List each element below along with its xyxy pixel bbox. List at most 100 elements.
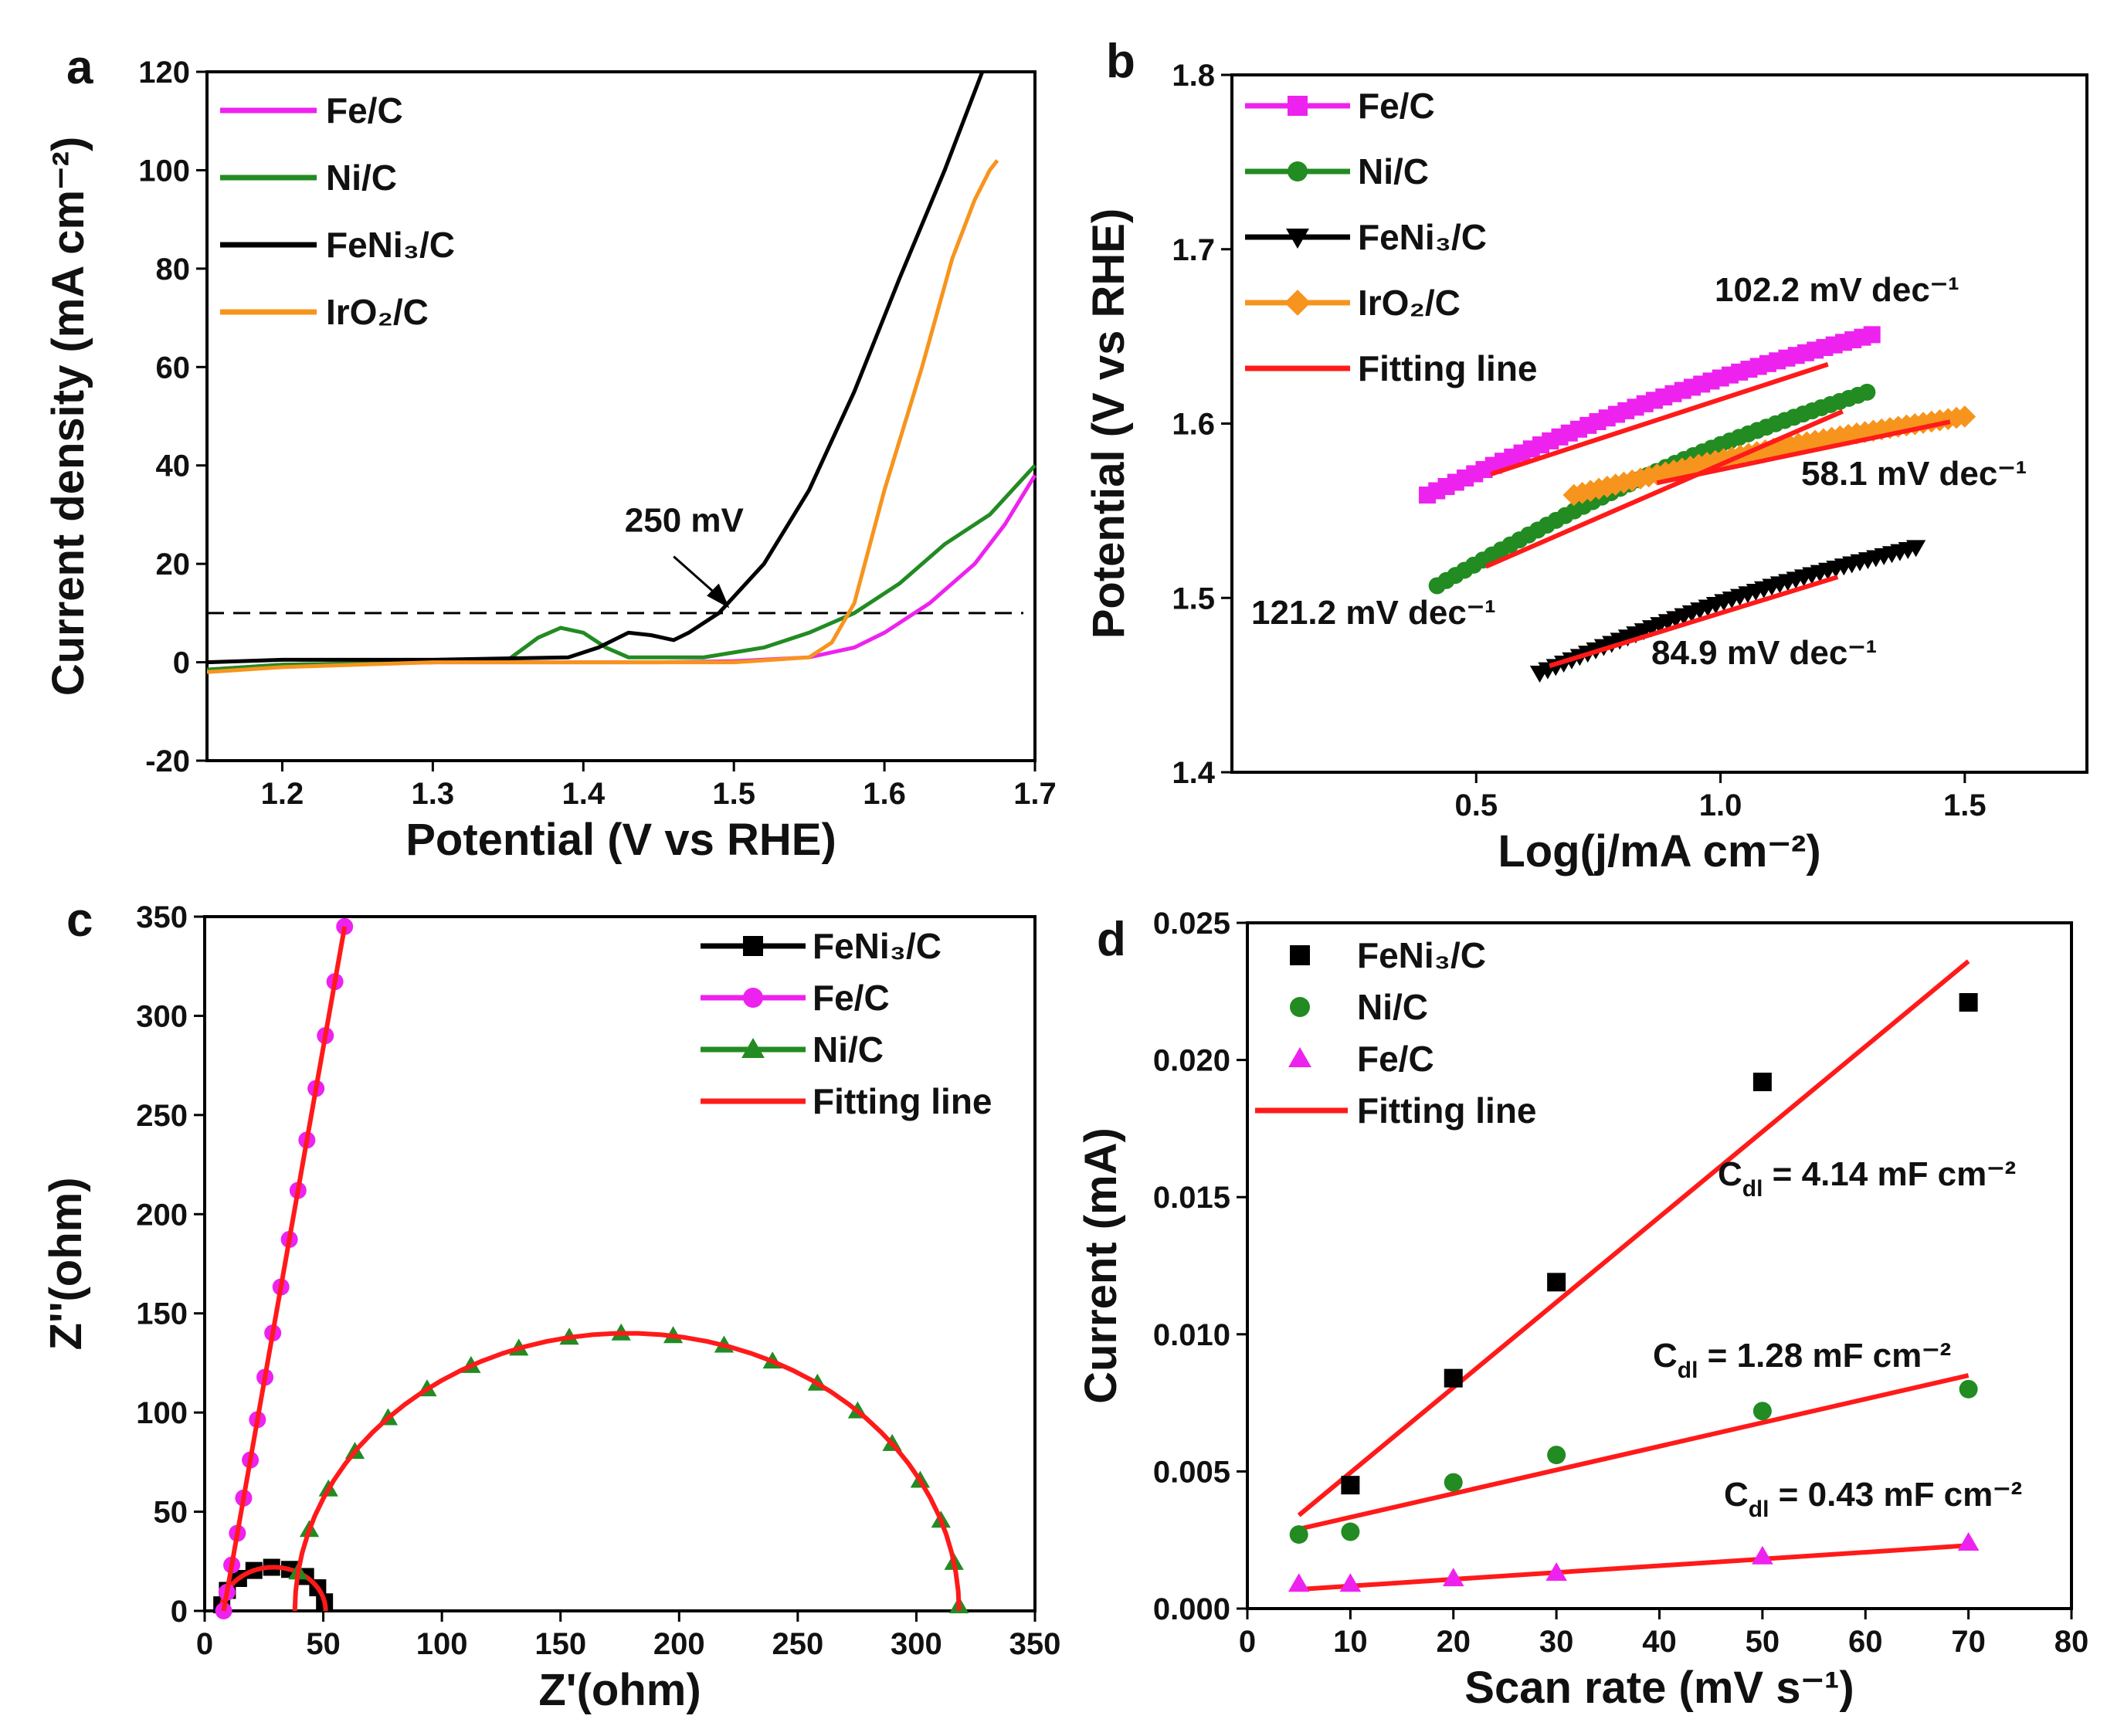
x-tick-label: 250 [772, 1627, 823, 1661]
y-tick-label: 1.8 [1172, 59, 1215, 93]
y-tick-label: 1.4 [1172, 756, 1215, 790]
y-tick-label: 200 [136, 1198, 188, 1232]
series-line-fenic [206, 71, 985, 665]
x-tick-label: 30 [1539, 1625, 1574, 1659]
arrow-head [707, 583, 730, 609]
x-tick-label: 50 [1746, 1625, 1780, 1659]
y-axis-title: Current density (mA cm⁻²) [43, 137, 93, 697]
data-point [1959, 993, 1978, 1012]
fit-line [1490, 361, 1829, 476]
legend-label: FeNi₃/C [813, 926, 942, 966]
x-tick-label: 20 [1437, 1625, 1471, 1659]
x-tick-label: 0 [196, 1627, 213, 1661]
y-axis-title: Z''(ohm) [41, 1177, 91, 1350]
y-tick-label: 0.000 [1153, 1592, 1230, 1626]
y-tick-label: 250 [136, 1099, 188, 1133]
y-tick-label: 60 [156, 351, 191, 385]
legend-marker [1290, 945, 1310, 965]
y-tick-label: 350 [136, 900, 188, 934]
legend-label: Fe/C [813, 978, 890, 1018]
legend-marker [743, 936, 763, 956]
series-line-nic [206, 464, 1037, 672]
x-tick-label: 1.2 [261, 777, 304, 811]
legend-label: IrO₂/C [1358, 283, 1461, 323]
y-tick-label: 150 [136, 1297, 188, 1331]
annotation: 250 mV [625, 502, 745, 540]
legend-label: Fitting line [1357, 1090, 1537, 1131]
fit-line [1656, 419, 1951, 486]
data-point [1339, 1573, 1362, 1592]
y-tick-label: 120 [138, 56, 190, 90]
cdl-value: = 1.28 mF cm⁻² [1698, 1337, 1951, 1375]
cdl-label: Cdl = 0.43 mF cm⁻² [1724, 1476, 2022, 1522]
data-point [1341, 1476, 1360, 1495]
fit-line [1297, 959, 1970, 1517]
y-tick-label: 0.010 [1153, 1318, 1230, 1352]
panel-c: c 0 50 100 150 200 250 300 350 0 50 100 150 200 250 300… [41, 893, 1060, 1715]
panel-label: b [1106, 35, 1135, 88]
plot-frame [203, 915, 1037, 1612]
data-point [1953, 405, 1976, 428]
cdl-subscript: dl [1678, 1358, 1698, 1383]
legend-label: Fe/C [1357, 1039, 1434, 1079]
legend-marker [743, 988, 763, 1008]
x-axis-title: Potential (V vs RHE) [405, 815, 836, 865]
tafel-label: 121.2 mV dec⁻¹ [1251, 594, 1496, 632]
y-axis-title: Current (mA) [1076, 1127, 1126, 1404]
y-tick-label: 0 [171, 1595, 188, 1629]
legend-marker [1288, 1047, 1311, 1068]
plot-frame [205, 70, 1037, 762]
y-axis-title: Potential (V vs RHE) [1084, 209, 1134, 639]
panel-a: a 1.2 1.3 1.4 1.5 1.6 1.7 -20 0 20 40 60 80 100 120 Pot… [43, 41, 1057, 865]
data-point [1957, 1531, 1980, 1551]
legend-label: Ni/C [813, 1029, 884, 1070]
legend-label: FeNi₃/C [1357, 935, 1486, 975]
tafel-label: 58.1 mV dec⁻¹ [1801, 455, 2027, 493]
y-tick-label: 1.5 [1172, 581, 1215, 615]
x-tick-label: 0 [1239, 1625, 1256, 1659]
series-line-nic [293, 1331, 962, 1612]
data-point [1442, 1568, 1464, 1587]
x-tick-label: 1.7 [1013, 777, 1057, 811]
cdl-symbol: C [1653, 1337, 1678, 1375]
y-tick-label: 1.7 [1172, 233, 1215, 267]
fit-line [1298, 1373, 1970, 1531]
legend-label: Ni/C [326, 158, 397, 198]
fit-line [1298, 1543, 1969, 1592]
legend-label: Fitting line [1358, 348, 1538, 388]
y-tick-label: 0.005 [1153, 1455, 1230, 1489]
x-axis-title: Z'(ohm) [538, 1665, 701, 1715]
data-point [1341, 1522, 1360, 1541]
y-tick-label: 40 [156, 449, 191, 483]
y-tick-label: 0.015 [1153, 1181, 1230, 1215]
legend-marker [741, 1038, 765, 1059]
series-line-iroc [206, 159, 999, 674]
legend-label: Fe/C [1358, 86, 1435, 126]
cdl-subscript: dl [1742, 1176, 1763, 1202]
tafel-label: 84.9 mV dec⁻¹ [1651, 634, 1877, 672]
x-tick-label: 1.4 [562, 777, 605, 811]
cdl-value: = 0.43 mF cm⁻² [1769, 1476, 2022, 1514]
y-tick-label: 20 [156, 548, 191, 581]
data-point [1858, 383, 1876, 401]
data-point [1444, 1473, 1463, 1492]
data-point [1547, 1273, 1566, 1292]
data-point [1547, 1446, 1566, 1465]
legend-marker [1290, 997, 1310, 1017]
legend-marker [1288, 161, 1308, 181]
fit-line [221, 926, 348, 1612]
y-tick-label: 50 [154, 1496, 188, 1530]
panel-label: a [66, 41, 93, 94]
x-axis-title: Log(j/mA cm⁻²) [1498, 826, 1820, 876]
x-tick-label: 50 [306, 1627, 341, 1661]
x-tick-label: 150 [534, 1627, 586, 1661]
data-point [1905, 540, 1926, 558]
data-point [1752, 1073, 1772, 1092]
x-tick-label: 100 [416, 1627, 468, 1661]
legend-label: Fitting line [813, 1081, 992, 1121]
x-tick-label: 80 [2054, 1625, 2089, 1659]
x-tick-label: 300 [891, 1627, 942, 1661]
cdl-label: Cdl = 1.28 mF cm⁻² [1653, 1337, 1951, 1383]
fit-line [1549, 575, 1839, 669]
x-tick-label: 1.5 [712, 777, 755, 811]
